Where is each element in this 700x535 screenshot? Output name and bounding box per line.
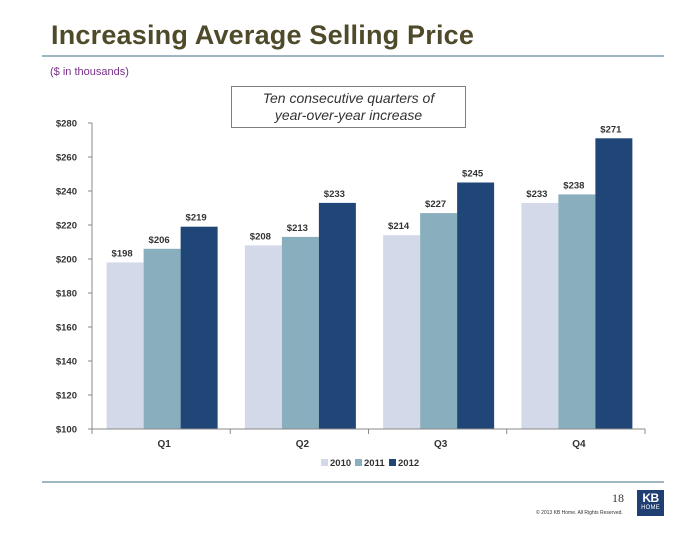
y-tick-label: $280: [56, 119, 77, 130]
data-label: $271: [600, 124, 622, 135]
data-label: $238: [563, 180, 584, 191]
x-tick-label: Q3: [434, 439, 448, 450]
data-label: $208: [250, 231, 271, 242]
bar-2011-Q3: [420, 213, 458, 429]
bar-2011-Q1: [143, 248, 181, 429]
y-tick-label: $120: [56, 391, 77, 402]
legend-swatch-2011: [355, 459, 362, 466]
data-label: $198: [112, 248, 133, 259]
legend-swatch-2012: [389, 459, 396, 466]
bar-2011-Q4: [558, 194, 596, 429]
units-subtitle: ($ in thousands): [50, 66, 129, 78]
slide-title: Increasing Average Selling Price: [51, 20, 475, 50]
x-axis: Q1 Q2 Q3 Q4: [91, 428, 646, 450]
x-tick-label: Q2: [296, 439, 310, 450]
bar-2012-Q3: [457, 182, 495, 429]
data-label: $219: [186, 213, 207, 224]
bar-2010-Q2: [244, 245, 282, 429]
legend-label-2012: 2012: [398, 458, 419, 469]
logo-text-home: HOME: [641, 505, 660, 511]
legend-swatch-2010: [321, 459, 328, 466]
x-tick-label: Q4: [572, 439, 586, 450]
bar-2012-Q2: [318, 202, 356, 429]
y-tick-label: $260: [56, 153, 77, 164]
title-divider: [42, 55, 664, 57]
kb-home-logo: KB HOME: [637, 490, 664, 516]
y-tick-label: $100: [56, 425, 77, 436]
data-label: $206: [149, 235, 170, 246]
y-tick-label: $200: [56, 255, 77, 266]
bar-2010-Q4: [521, 202, 559, 429]
logo-text-kb: KB: [642, 491, 659, 505]
data-label: $245: [462, 169, 484, 180]
bar-2012-Q4: [595, 138, 633, 430]
callout-line-2: year-over-year increase: [274, 107, 423, 123]
callout-line-1: Ten consecutive quarters of: [262, 90, 435, 106]
data-label: $233: [324, 189, 345, 200]
y-axis: $100 $120 $140 $160 $180 $200 $220 $240 $260 $280: [56, 119, 93, 436]
y-tick-label: $240: [56, 187, 77, 198]
bars: $198 $206 $219 $208 $213 $233 $214 $227 $245 $233…: [106, 124, 633, 430]
callout-box: Ten consecutive quarters of year-over-ye…: [231, 86, 466, 128]
bar-2012-Q1: [180, 226, 218, 429]
copyright-notice: © 2013 KB Home. All Rights Reserved.: [536, 510, 623, 516]
legend: 2010 2011 2012: [321, 458, 419, 469]
bar-2011-Q2: [281, 236, 319, 429]
data-label: $227: [425, 199, 446, 210]
y-tick-label: $160: [56, 323, 77, 334]
x-tick-label: Q1: [157, 439, 171, 450]
legend-label-2011: 2011: [364, 458, 385, 469]
bar-2010-Q3: [383, 235, 421, 429]
data-label: $213: [287, 223, 308, 234]
bar-2010-Q1: [106, 262, 144, 429]
data-label: $233: [526, 189, 547, 200]
footer-divider: [42, 481, 664, 483]
page-number: 18: [612, 491, 624, 505]
data-label: $214: [388, 221, 410, 232]
y-tick-label: $220: [56, 221, 77, 232]
y-tick-label: $140: [56, 357, 77, 368]
legend-label-2010: 2010: [330, 458, 351, 469]
y-tick-label: $180: [56, 289, 77, 300]
